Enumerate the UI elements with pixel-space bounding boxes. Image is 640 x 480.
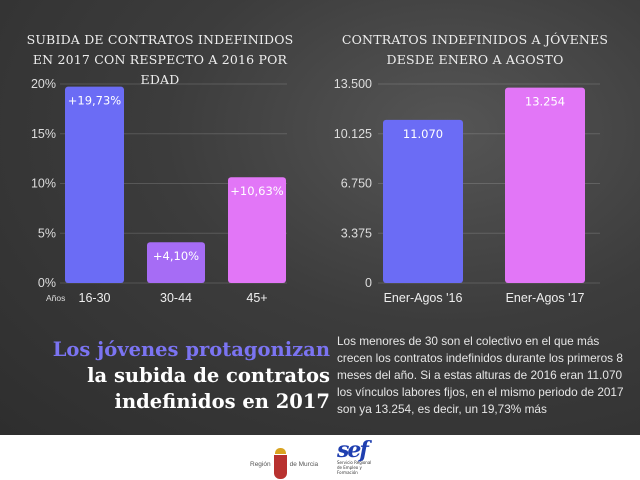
data-label: 11.070 [403,127,443,141]
crest-icon [273,448,287,479]
sef-logo: sef Servicio Regional de Empleo y Formac… [337,437,377,475]
y-tick-label: 10% [31,177,56,191]
headline-line-1: Los jóvenes protagonizan [52,338,330,361]
x-tick-label: Ener-Agos '16 [384,291,463,305]
chart-1-title: SUBIDA DE CONTRATOS INDEFINIDOS EN 2017 … [26,32,294,87]
x-axis-label: Años [46,293,65,303]
data-label: +10,63% [230,184,284,198]
y-tick-label: 6.750 [341,177,372,191]
headline-line-2: la subida de contratos [87,364,330,387]
murcia-right-text: de Murcia [289,460,319,468]
bar-Ener-Agos '16 [383,119,463,283]
x-tick-label: 30-44 [160,291,192,305]
chart-2-title: CONTRATOS INDEFINIDOS A JÓVENES DESDE EN… [341,32,609,67]
headline: Los jóvenes protagonizan la subida de co… [53,337,330,415]
y-tick-label: 13.500 [334,77,372,91]
bar-45+ [228,177,286,283]
data-label: 13.254 [525,95,565,109]
y-tick-label: 5% [38,226,56,240]
bar-Ener-Agos '17 [505,87,585,283]
y-tick-label: 0% [38,276,56,290]
bar-16-30 [65,86,124,284]
charts: 0% 5% 10% 15% 20% +19,73% 16-30 +4,10% 30-44 +10,… [30,77,585,305]
x-tick-label: 16-30 [79,291,111,305]
y-tick-label: 15% [31,127,56,141]
y-tick-label: 0 [365,276,372,290]
data-label: +4,10% [153,249,199,263]
footer: Región de Murcia sef Servicio Regional d… [0,435,640,480]
body-text: Los menores de 30 son el colectivo en el… [337,334,624,416]
headline-line-3: indefinidos en 2017 [114,390,330,413]
data-label: +19,73% [68,94,122,108]
y-tick-label: 10.125 [334,127,372,141]
sef-subtitle: Servicio Regional de Empleo y Formación [337,460,372,475]
murcia-left-text: Región [250,460,271,468]
bar-30-44 [147,242,205,283]
x-tick-label: 45+ [246,291,267,305]
y-tick-label: 3.375 [341,226,372,240]
sef-word: sef [337,437,369,463]
x-tick-label: Ener-Agos '17 [506,291,585,305]
y-tick-label: 20% [31,77,56,91]
region-de-murcia-logo: Región de Murcia [250,448,319,479]
